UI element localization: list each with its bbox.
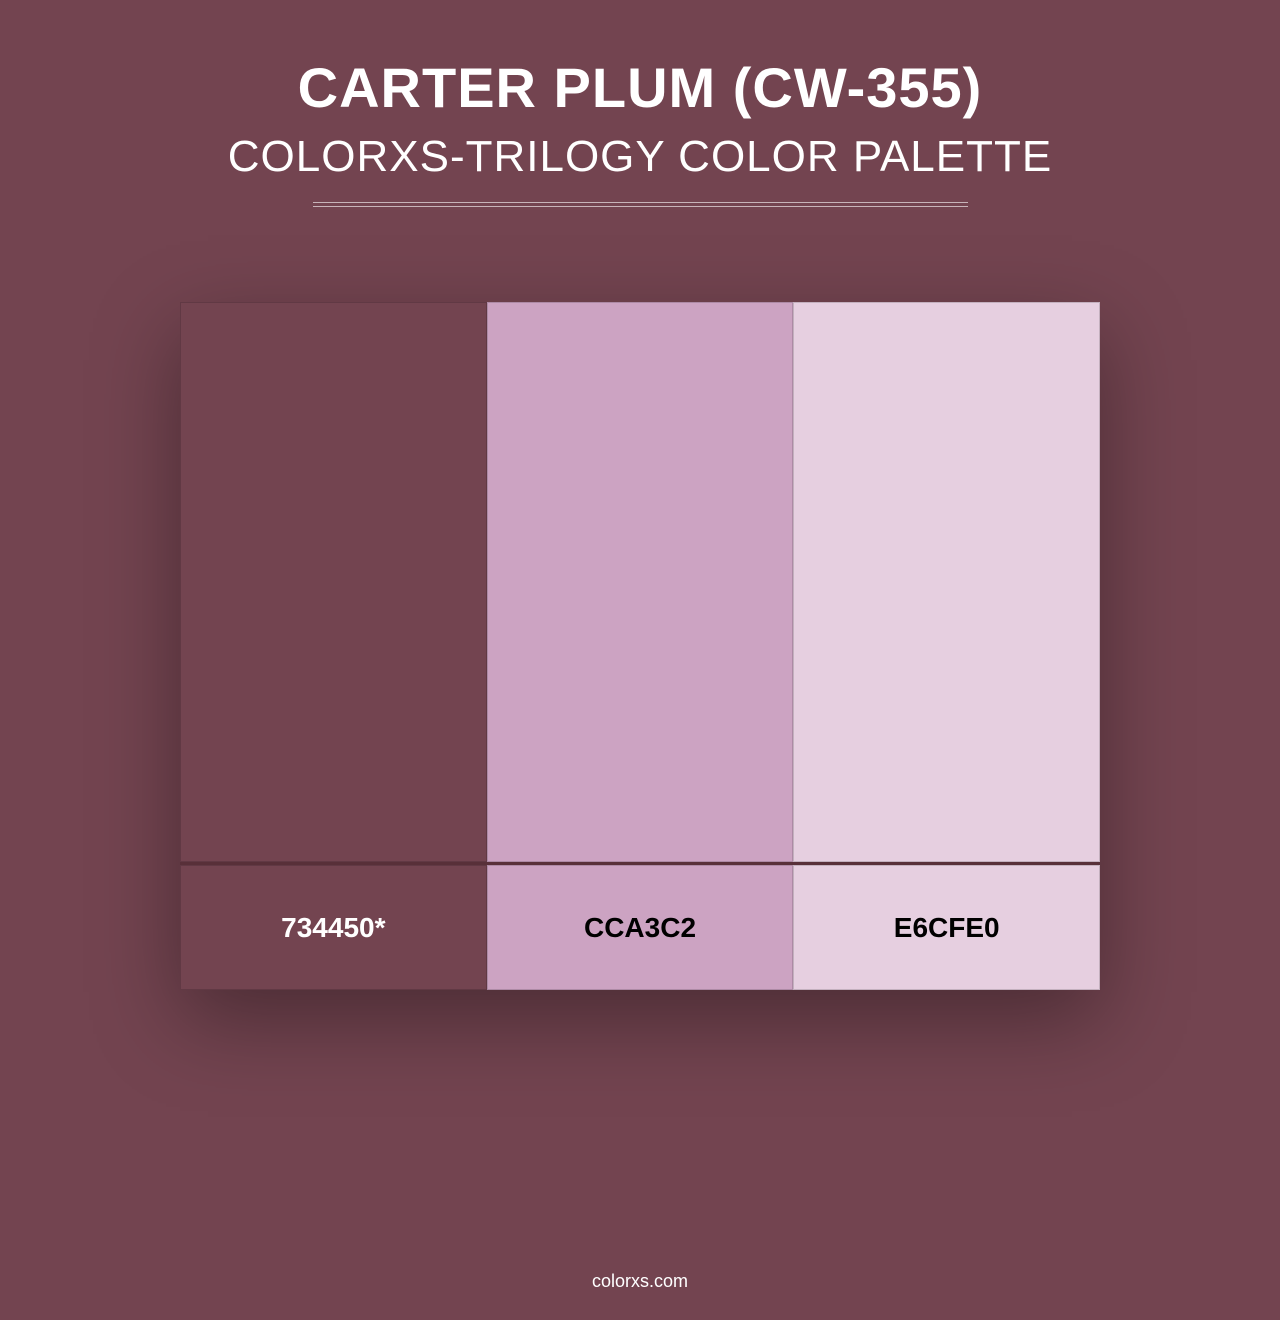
swatch-3 (793, 302, 1100, 862)
label-row: 734450* CCA3C2 E6CFE0 (180, 862, 1100, 990)
page-subtitle: COLORXS-TRILOGY COLOR PALETTE (228, 132, 1052, 182)
swatch-1-label: 734450* (180, 865, 487, 990)
header-divider (313, 202, 968, 207)
footer-credit: colorxs.com (0, 1271, 1280, 1292)
swatch-2-label: CCA3C2 (487, 865, 794, 990)
page-title: CARTER PLUM (CW-355) (298, 55, 983, 120)
swatch-row (180, 302, 1100, 862)
swatch-3-label: E6CFE0 (793, 865, 1100, 990)
color-palette: 734450* CCA3C2 E6CFE0 (180, 302, 1100, 990)
swatch-2 (487, 302, 794, 862)
swatch-1 (180, 302, 487, 862)
